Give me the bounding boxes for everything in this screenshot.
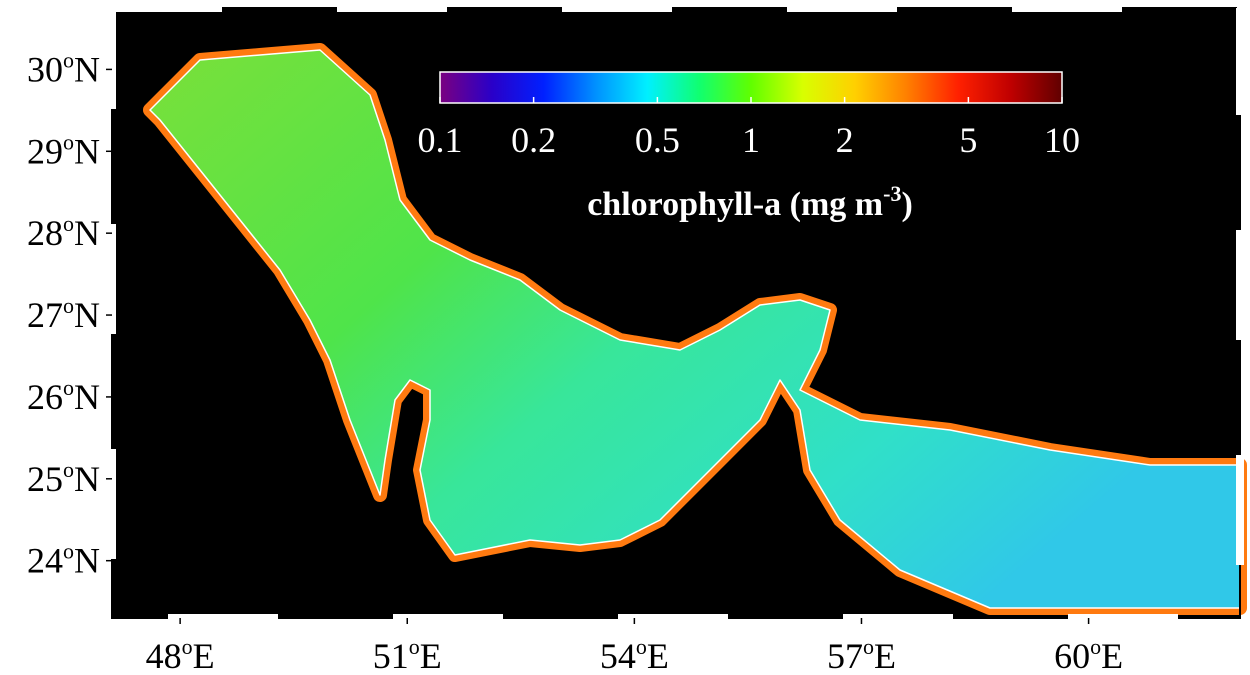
colorbar-tick-label: 10: [1044, 120, 1080, 160]
tick-label: 54oE: [600, 634, 669, 675]
tick-degree: o: [63, 539, 74, 564]
tick-hemisphere: N: [74, 131, 100, 171]
tick-label: 28oN: [27, 211, 100, 253]
tick-hemisphere: N: [74, 49, 100, 89]
tick-value: 29: [27, 131, 63, 171]
tick-value: 28: [27, 213, 63, 253]
tick-degree: o: [63, 293, 74, 318]
tick-value: 48: [146, 636, 182, 675]
tick-hemisphere: N: [74, 541, 100, 581]
tick-hemisphere: N: [74, 459, 100, 499]
tick-degree: o: [636, 634, 647, 659]
tick-degree: o: [63, 211, 74, 236]
tick-label: 25oN: [27, 457, 100, 499]
tick-hemisphere: N: [74, 377, 100, 417]
colorbar-label: chlorophyll-a (mg m-3): [587, 181, 913, 223]
tick-label: 26oN: [27, 375, 100, 417]
sea: [143, 43, 1247, 615]
tick-degree: o: [1090, 634, 1101, 659]
tick-label: 29oN: [27, 129, 100, 171]
tick-degree: o: [63, 457, 74, 482]
tick-value: 25: [27, 459, 63, 499]
colorbar-tick-label: 0.2: [511, 120, 556, 160]
tick-value: 24: [27, 541, 63, 581]
tick-value: 60: [1054, 636, 1090, 675]
tick-degree: o: [63, 375, 74, 400]
tick-value: 30: [27, 49, 63, 89]
tick-hemisphere: E: [193, 636, 215, 675]
tick-degree: o: [863, 634, 874, 659]
tick-value: 57: [827, 636, 863, 675]
map-frame-dashes: [108, 4, 1244, 622]
tick-hemisphere: E: [647, 636, 669, 675]
tick-value: 54: [600, 636, 636, 675]
tick-hemisphere: N: [74, 295, 100, 335]
colorbar-tick-label: 0.5: [635, 120, 680, 160]
tick-label: 24oN: [27, 539, 100, 581]
label-text: chlorophyll-a (mg m: [587, 186, 883, 223]
colorbar: chlorophyll-a (mg m-3) 0.1 0.2 0.5 1 2 5 10: [418, 71, 1080, 223]
tick-label: 27oN: [27, 293, 100, 335]
tick-value: 27: [27, 295, 63, 335]
tick-label: 51oE: [373, 634, 442, 675]
tick-degree: o: [409, 634, 420, 659]
tick-hemisphere: N: [74, 213, 100, 253]
label-end: ): [901, 186, 912, 223]
tick-label: 48oE: [146, 634, 215, 675]
colorbar-tick-label: 5: [959, 120, 977, 160]
tick-hemisphere: E: [874, 636, 896, 675]
label-exponent: -3: [883, 181, 901, 206]
colorbar-tick-label: 2: [836, 120, 854, 160]
tick-degree: o: [182, 634, 193, 659]
tick-value: 51: [373, 636, 409, 675]
colorbar-tick-label: 1: [742, 120, 760, 160]
tick-label: 30oN: [27, 47, 100, 89]
colorbar-tick-label: 0.1: [418, 120, 463, 160]
tick-hemisphere: E: [1101, 636, 1123, 675]
tick-label: 57oE: [827, 634, 896, 675]
sea-surface: [149, 49, 1241, 609]
tick-degree: o: [63, 129, 74, 154]
tick-degree: o: [63, 47, 74, 72]
tick-value: 26: [27, 377, 63, 417]
tick-label: 60oE: [1054, 634, 1123, 675]
tick-hemisphere: E: [420, 636, 442, 675]
